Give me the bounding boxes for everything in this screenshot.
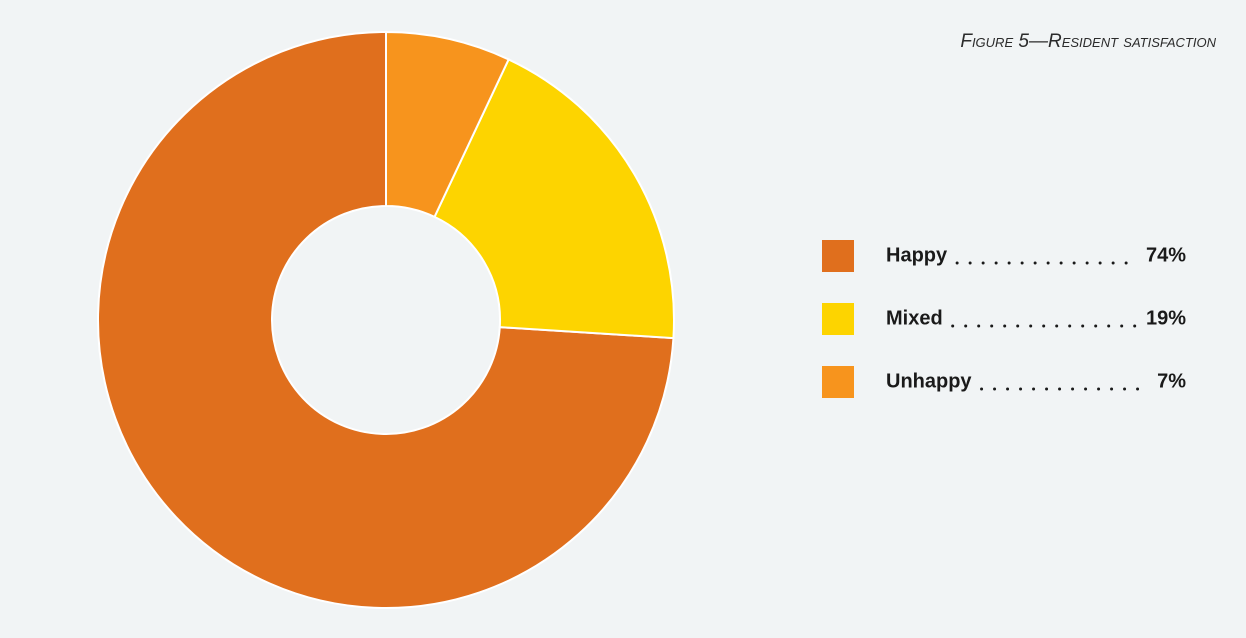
legend-value: 7% — [1157, 370, 1186, 392]
legend-label: Happy — [886, 244, 948, 266]
legend-value: 74% — [1146, 244, 1186, 266]
legend-swatch — [822, 366, 854, 398]
legend-label: Unhappy — [886, 370, 972, 392]
donut-slice — [385, 30, 510, 219]
chart-title: Figure 5—Resident satisfaction — [960, 31, 1216, 52]
legend-swatch — [822, 303, 854, 335]
donut-slice — [97, 30, 675, 609]
legend-label: Mixed — [886, 307, 943, 329]
donut-slice — [433, 58, 675, 340]
legend-value: 19% — [1146, 307, 1186, 329]
legend-swatch — [822, 240, 854, 272]
